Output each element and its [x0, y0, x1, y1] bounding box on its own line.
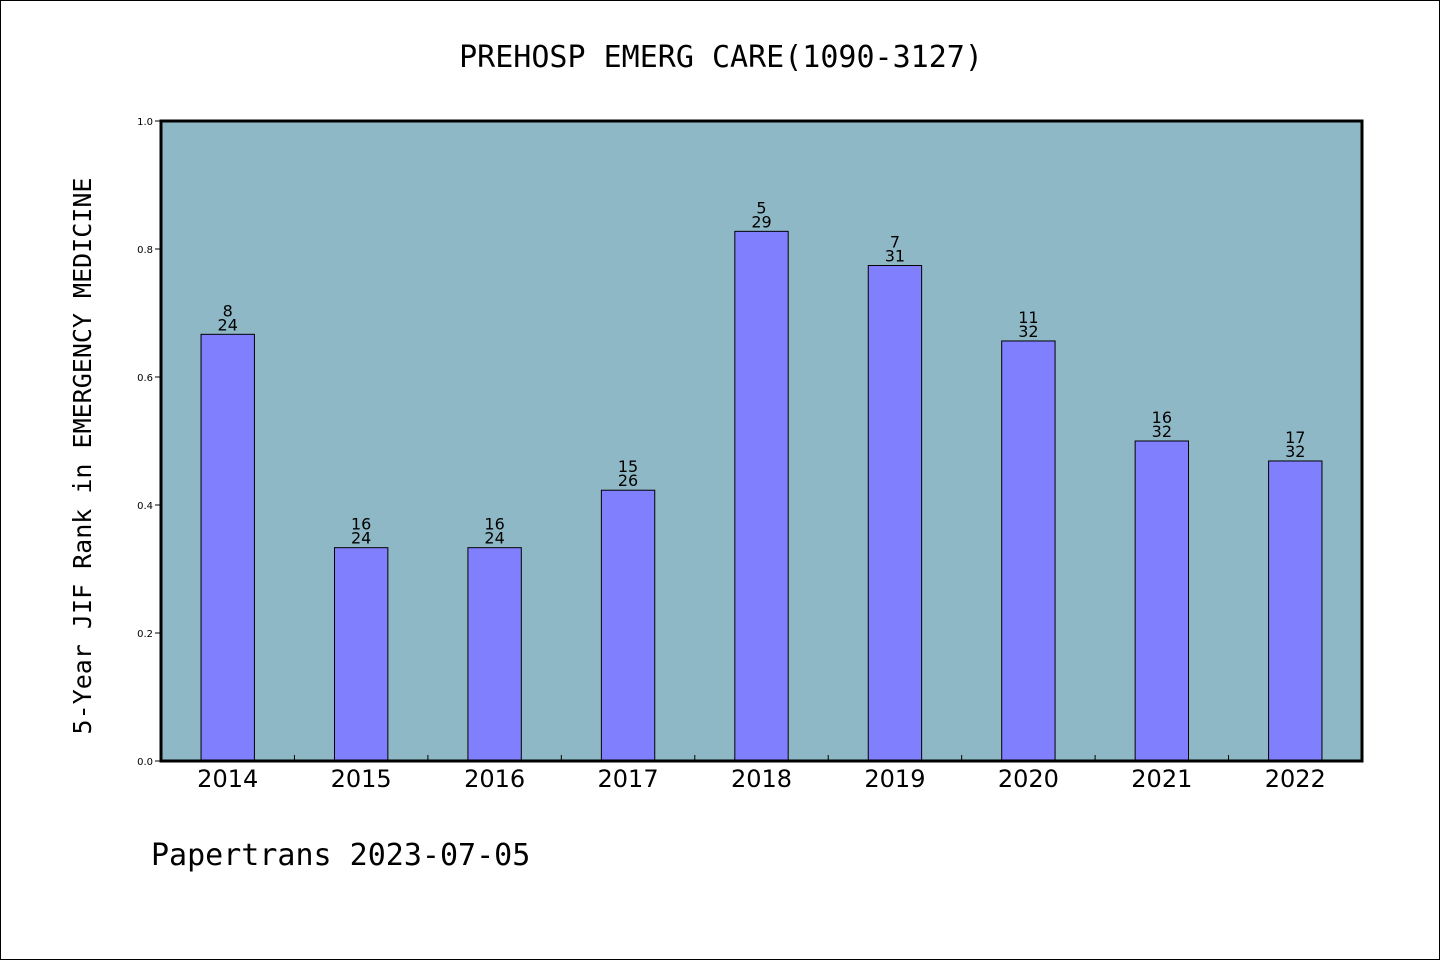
y-ticks-group: 0.0 0.2 0.4 0.6 0.8 1.0 — [137, 117, 161, 768]
y-tick-label-0.0: 0.0 — [137, 757, 153, 768]
data-label-rank-2018: 5 — [756, 198, 766, 217]
footer-text: Papertrans 2023-07-05 — [151, 838, 530, 873]
data-label-rank-2014: 8 — [223, 301, 233, 320]
x-tick-label-2015: 2015 — [331, 765, 392, 793]
y-tick-label-0.2: 0.2 — [137, 629, 153, 640]
data-label-total-2020: 32 — [1018, 322, 1038, 341]
plot-border — [159, 119, 1364, 763]
x-tick-label-2020: 2020 — [998, 765, 1059, 793]
data-label-rank-2020: 11 — [1018, 308, 1038, 327]
data-label-rank-2017: 15 — [618, 457, 638, 476]
y-tick-label-0.8: 0.8 — [137, 245, 153, 256]
data-label-total-2021: 32 — [1152, 422, 1172, 441]
y-tick-label-0.4: 0.4 — [137, 501, 153, 512]
data-label-rank-2016: 16 — [484, 515, 504, 534]
bar-2016 — [467, 547, 522, 762]
x-ticks-group: 2014 2015 2016 2017 2018 2019 2020 2021 2022 — [197, 755, 1326, 793]
data-label-rank-2019: 7 — [890, 233, 900, 252]
x-tick-label-2016: 2016 — [464, 765, 525, 793]
x-tick-label-2017: 2017 — [598, 765, 659, 793]
y-tick-label-0.6: 0.6 — [137, 373, 153, 384]
x-tick-label-2019: 2019 — [864, 765, 925, 793]
data-label-rank-2015: 16 — [351, 515, 371, 534]
y-tick-label-1.0: 1.0 — [137, 117, 153, 128]
bar-2022 — [1268, 460, 1323, 762]
bar-2018 — [734, 230, 789, 762]
x-tick-label-2018: 2018 — [731, 765, 792, 793]
data-label-total-2017: 26 — [618, 471, 638, 490]
y-axis-label: 5-Year JIF Rank in EMERGENCY MEDICINE — [68, 178, 97, 735]
bar-2017 — [600, 489, 656, 762]
bar-2014 — [200, 333, 255, 762]
bar-2019 — [867, 265, 923, 762]
bar-2015 — [333, 547, 389, 762]
x-tick-label-2021: 2021 — [1131, 765, 1192, 793]
data-label-total-2014: 24 — [218, 315, 238, 334]
x-tick-label-2014: 2014 — [197, 765, 258, 793]
x-tick-label-2022: 2022 — [1265, 765, 1326, 793]
data-label-total-2019: 31 — [885, 247, 905, 266]
chart-title: PREHOSP EMERG CARE(1090-3127) — [459, 40, 983, 75]
data-label-total-2022: 32 — [1285, 442, 1305, 461]
data-label-total-2018: 29 — [751, 212, 771, 231]
data-label-total-2015: 24 — [351, 529, 371, 548]
bars-group — [200, 230, 1323, 762]
data-label-rank-2021: 16 — [1152, 408, 1172, 427]
data-label-total-2016: 24 — [484, 529, 504, 548]
bar-2020 — [1001, 340, 1056, 762]
data-label-rank-2022: 17 — [1285, 428, 1305, 447]
bar-2021 — [1134, 440, 1190, 762]
